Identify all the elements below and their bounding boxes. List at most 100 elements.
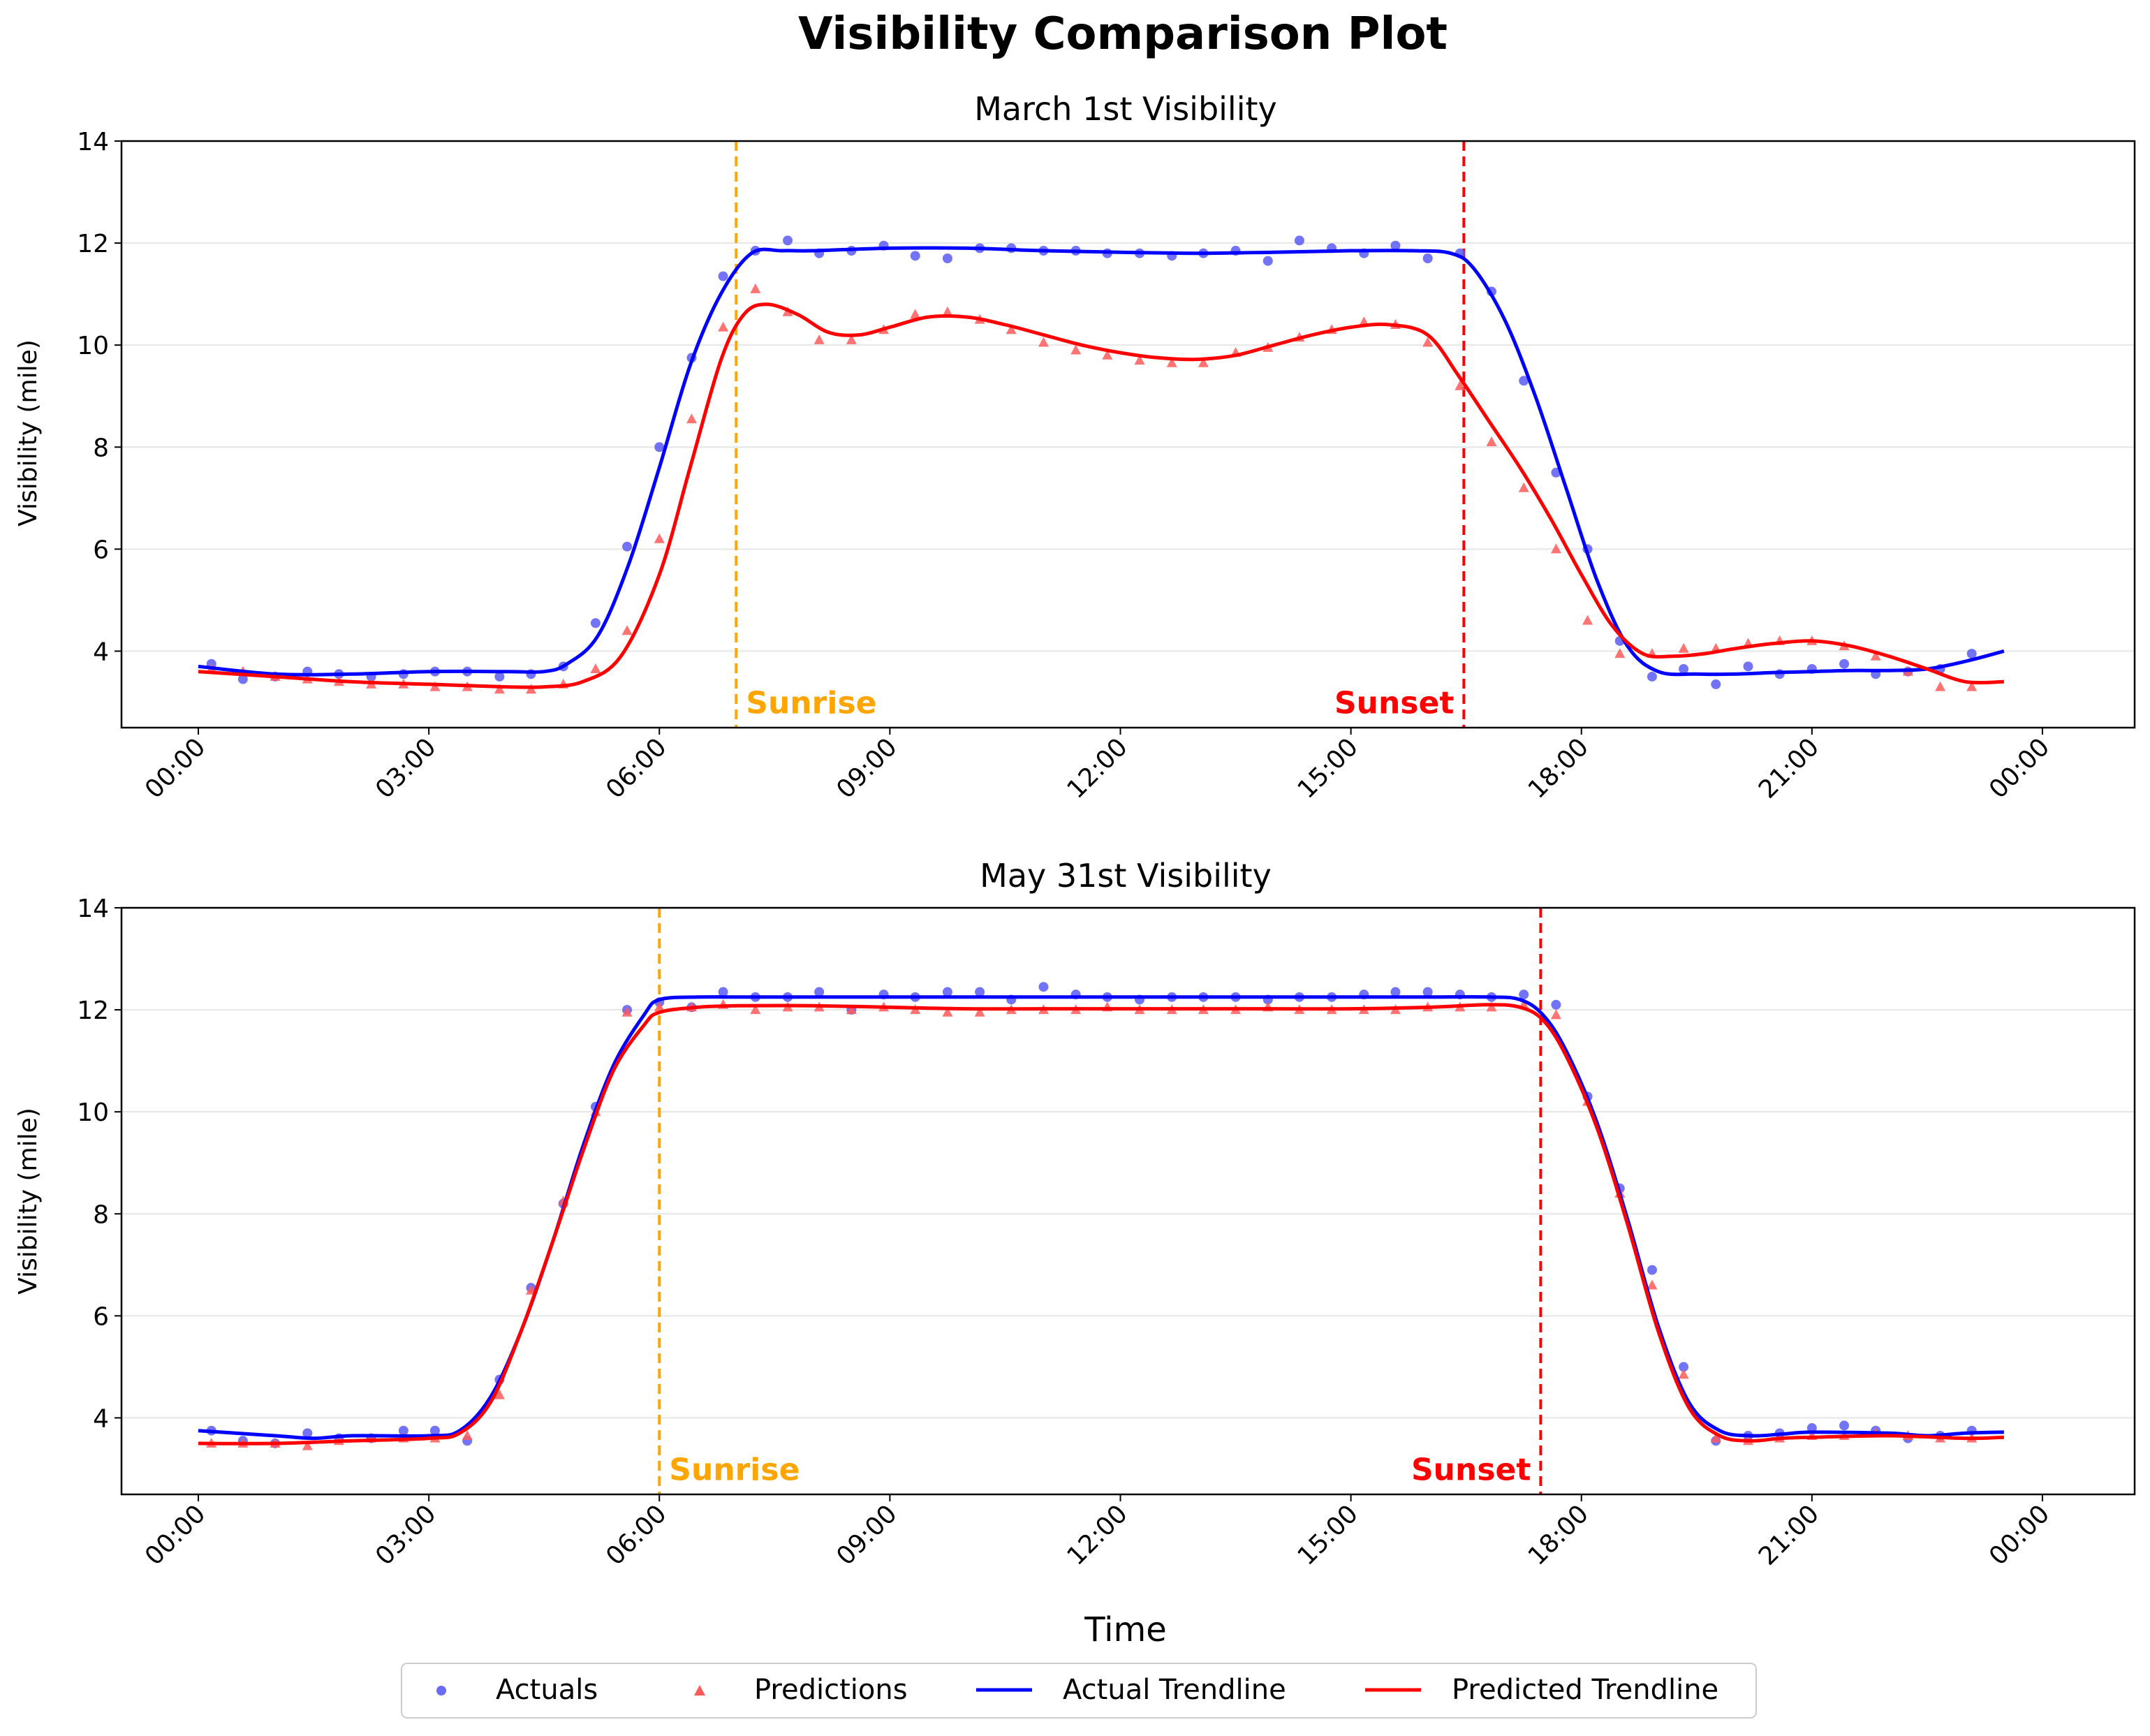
predicted-trendline: [198, 302, 2004, 689]
prediction-point: [1166, 357, 1177, 367]
actual-point: [718, 987, 728, 997]
prediction-point: [1678, 642, 1689, 653]
actual-point: [1390, 240, 1401, 251]
x-tick-label: 21:00: [1753, 1499, 1825, 1571]
prediction-point: [1134, 355, 1145, 365]
actual-point: [1551, 999, 1561, 1010]
prediction-point: [621, 1006, 633, 1017]
x-tick-label: 00:00: [140, 1499, 211, 1571]
actual-point: [1262, 256, 1273, 266]
actual-point: [942, 987, 952, 997]
predicted-trendline: [198, 1003, 2004, 1446]
plot-frame: [120, 140, 2136, 729]
actual-point: [654, 442, 665, 453]
chart-may: May 31st Visibility Visibility (mile) 4 6…: [14, 857, 2136, 1571]
prediction-point: [1550, 1009, 1561, 1020]
prediction-point: [686, 413, 697, 424]
prediction-point: [1647, 1279, 1658, 1290]
actual-point: [590, 618, 601, 628]
prediction-point: [846, 1004, 857, 1015]
prediction-point: [942, 1006, 953, 1017]
y-tick-label: 4: [93, 1404, 109, 1433]
actual-point: [1647, 671, 1657, 682]
prediction-point: [1710, 1432, 1721, 1443]
y-tick-label: 8: [93, 434, 109, 462]
prediction-point: [1935, 681, 1946, 691]
legend: Actuals Predictions Actual Trendline Pre…: [401, 1663, 1757, 1719]
prediction-point: [1486, 436, 1497, 446]
actual-point: [910, 251, 920, 261]
prediction-point: [1455, 380, 1466, 390]
prediction-point: [910, 309, 921, 319]
y-tick-label: 14: [77, 895, 109, 923]
x-axis-label: Time: [1084, 1610, 1166, 1649]
chart-march: March 1st Visibility Visibility (mile) 4…: [14, 90, 2136, 804]
sunset-label: Sunset: [1411, 1452, 1531, 1487]
legend-predictions-marker: [694, 1685, 705, 1695]
prediction-point: [1678, 1369, 1689, 1379]
actual-point: [494, 671, 505, 682]
actual-trendline: [198, 995, 2004, 1441]
actual-point: [1839, 1420, 1850, 1431]
y-axis-label: Visibility (mile): [14, 1108, 43, 1295]
prediction-point: [846, 334, 857, 344]
actual-point: [302, 1428, 313, 1439]
y-tick-label: 14: [77, 128, 109, 156]
x-tick-label: 00:00: [140, 733, 211, 804]
prediction-point: [621, 625, 633, 635]
actual-point: [1390, 987, 1401, 997]
x-tick-label: 09:00: [831, 733, 902, 804]
actual-point: [1839, 659, 1850, 669]
actual-point: [1679, 664, 1689, 674]
legend-actuals-label: Actuals: [496, 1674, 598, 1706]
prediction-point: [1102, 349, 1113, 360]
x-tick-label: 21:00: [1753, 733, 1825, 804]
actual-point: [1711, 679, 1721, 689]
y-axis-label: Visibility (mile): [14, 339, 43, 527]
legend-item-predictions: Predictions: [694, 1674, 908, 1706]
actual-point: [1422, 987, 1433, 997]
actual-point: [1519, 990, 1529, 1000]
actual-point: [814, 987, 825, 997]
actual-point: [1038, 982, 1049, 992]
x-tick-label: 06:00: [601, 1499, 672, 1571]
legend-item-actual-trendline: Actual Trendline: [976, 1674, 1286, 1706]
x-tick-label: 09:00: [831, 1499, 902, 1571]
y-tick-label: 6: [93, 536, 109, 564]
actual-point: [783, 235, 793, 246]
prediction-point: [1966, 681, 1978, 691]
actual-point: [1422, 253, 1433, 263]
sunrise-label: Sunrise: [746, 685, 876, 721]
prediction-point: [718, 321, 729, 332]
x-tick-label: 18:00: [1523, 733, 1594, 804]
prediction-point: [1422, 337, 1434, 347]
y-tick-label: 12: [77, 230, 109, 258]
legend-actuals-marker: [436, 1686, 446, 1695]
prediction-point: [1198, 357, 1209, 367]
prediction-point: [1486, 1001, 1497, 1012]
sunrise-label: Sunrise: [669, 1452, 800, 1487]
y-tick-label: 8: [93, 1200, 109, 1229]
actual-point: [942, 253, 952, 263]
prediction-point: [302, 1440, 313, 1450]
prediction-point: [1006, 324, 1017, 334]
x-tick-label: 00:00: [1984, 1499, 2055, 1571]
x-tick-label: 03:00: [370, 733, 441, 804]
prediction-point: [462, 1430, 473, 1440]
actual-point: [398, 1425, 408, 1436]
legend-actual-trendline-label: Actual Trendline: [1063, 1674, 1286, 1706]
prediction-point: [1870, 650, 1881, 661]
actual-point: [1743, 661, 1753, 672]
x-tick-label: 03:00: [370, 1499, 441, 1571]
prediction-point: [494, 684, 505, 694]
x-tick-label: 00:00: [1984, 733, 2055, 804]
actual-point: [975, 987, 985, 997]
actual-point: [1966, 649, 1977, 659]
legend-item-actuals: Actuals: [436, 1674, 598, 1706]
x-tick-label: 12:00: [1062, 1499, 1133, 1571]
actual-point: [429, 1425, 440, 1436]
figure-title: Visibility Comparison Plot: [798, 8, 1448, 60]
y-tick-label: 6: [93, 1302, 109, 1331]
actual-point: [237, 674, 248, 684]
